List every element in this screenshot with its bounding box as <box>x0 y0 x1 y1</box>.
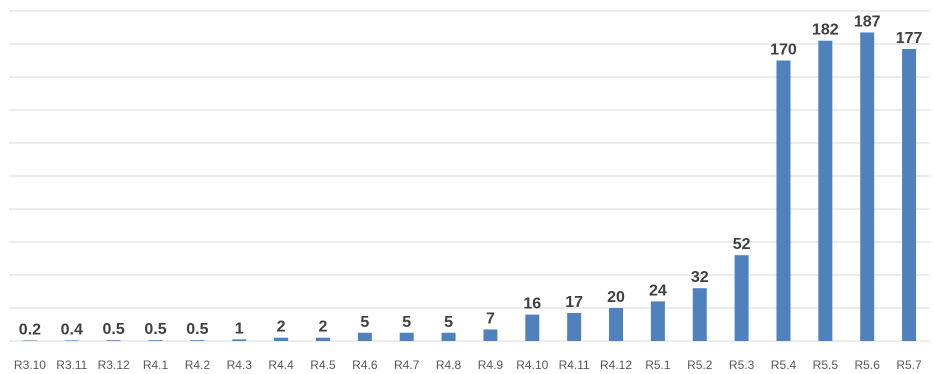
data-label-R4.8: 5 <box>444 314 453 331</box>
data-label-R5.5: 182 <box>812 22 839 39</box>
data-label-R4.7: 5 <box>402 314 411 331</box>
bar-R5.5 <box>818 40 833 341</box>
data-label-R4.4: 2 <box>277 319 286 336</box>
x-tick-label-R4.11: R4.11 <box>559 358 590 372</box>
x-tick-label-R5.3: R5.3 <box>729 358 755 372</box>
data-label-R4.2: 0.5 <box>186 321 208 338</box>
bars <box>22 32 917 341</box>
bar-R4.8 <box>441 332 456 341</box>
x-tick-label-R3.11: R3.11 <box>56 358 87 372</box>
bar-R5.2 <box>692 288 707 341</box>
x-tick-label-R3.12: R3.12 <box>98 358 130 372</box>
bar-R4.11 <box>567 312 582 341</box>
bar-R5.3 <box>734 255 749 341</box>
bar-R4.2 <box>190 340 205 341</box>
data-label-R3.12: 0.5 <box>103 321 125 338</box>
bar-R5.7 <box>902 48 917 341</box>
x-tick-label-R3.10: R3.10 <box>14 358 46 372</box>
x-tick-label-R4.10: R4.10 <box>516 358 548 372</box>
bar-R5.6 <box>860 32 875 341</box>
bar-R5.1 <box>650 301 665 341</box>
data-label-R4.6: 5 <box>360 314 369 331</box>
x-tick-label-R4.1: R4.1 <box>143 358 169 372</box>
data-label-R4.11: 17 <box>565 294 583 311</box>
bar-R3.11 <box>64 340 79 341</box>
x-tick-label-R5.5: R5.5 <box>813 358 839 372</box>
data-label-R4.10: 16 <box>523 296 541 313</box>
data-label-R5.6: 187 <box>854 13 881 30</box>
bar-R4.9 <box>483 329 498 341</box>
bar-R3.12 <box>106 340 121 341</box>
data-label-R4.5: 2 <box>319 319 328 336</box>
bar-R4.7 <box>399 332 414 341</box>
data-label-R4.1: 0.5 <box>144 321 166 338</box>
x-tick-labels: R3.10 R3.11 R3.12 R4.1 R4.2 R4.3 R4.4 R4.5 R4.6 R… <box>14 358 922 372</box>
x-tick-label-R4.6: R4.6 <box>352 358 378 372</box>
data-label-R5.1: 24 <box>649 282 667 299</box>
x-tick-label-R4.5: R4.5 <box>310 358 336 372</box>
bar-R4.3 <box>232 339 247 341</box>
data-label-R5.4: 170 <box>770 42 797 59</box>
x-tick-label-R5.1: R5.1 <box>645 358 671 372</box>
data-labels: 0.2 0.4 0.5 0.5 0.5 1 2 2 5 5 5 7 16 17 20 24 32 52 170 182… <box>19 13 923 338</box>
x-tick-label-R4.8: R4.8 <box>436 358 462 372</box>
data-label-R4.9: 7 <box>486 310 495 327</box>
bar-R4.10 <box>525 314 540 341</box>
gridlines <box>9 10 930 342</box>
x-tick-label-R4.12: R4.12 <box>600 358 632 372</box>
x-tick-label-R4.7: R4.7 <box>394 358 420 372</box>
x-tick-label-R5.7: R5.7 <box>896 358 922 372</box>
x-tick-label-R5.6: R5.6 <box>855 358 881 372</box>
bar-R4.12 <box>609 308 624 341</box>
x-tick-label-R5.4: R5.4 <box>771 358 797 372</box>
bar-R4.5 <box>315 337 330 341</box>
x-tick-label-R4.9: R4.9 <box>478 358 504 372</box>
bar-R5.4 <box>776 60 791 341</box>
data-label-R3.10: 0.2 <box>19 321 41 338</box>
data-label-R5.2: 32 <box>691 269 709 286</box>
data-label-R4.3: 1 <box>235 320 244 337</box>
bar-R4.1 <box>148 340 163 341</box>
data-label-R3.11: 0.4 <box>61 321 83 338</box>
x-tick-label-R4.3: R4.3 <box>227 358 253 372</box>
x-tick-label-R4.4: R4.4 <box>268 358 294 372</box>
data-label-R4.12: 20 <box>607 289 625 306</box>
bar-R4.6 <box>357 332 372 341</box>
x-tick-label-R4.2: R4.2 <box>185 358 211 372</box>
bar-R3.10 <box>22 340 37 341</box>
data-label-R5.7: 177 <box>896 30 923 47</box>
data-label-R5.3: 52 <box>733 236 751 253</box>
bar-R4.4 <box>274 337 289 341</box>
x-tick-label-R5.2: R5.2 <box>687 358 713 372</box>
